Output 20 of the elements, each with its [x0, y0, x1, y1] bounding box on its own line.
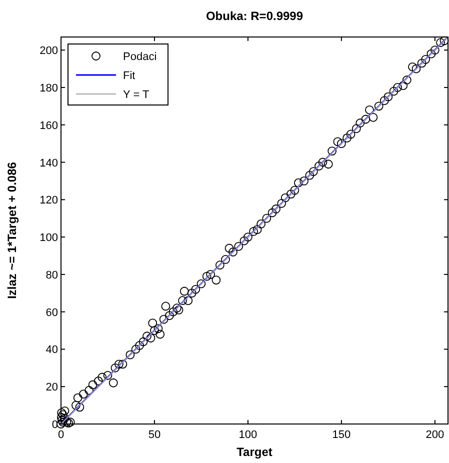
x-tick-label: 100	[238, 429, 258, 441]
x-axis-title: Target	[236, 445, 272, 459]
y-tick-label: 60	[46, 306, 58, 319]
y-tick-label: 120	[40, 194, 58, 207]
legend-label: Fit	[123, 70, 136, 82]
legend-label: Podaci	[123, 51, 157, 63]
y-tick-label: 180	[40, 82, 58, 94]
y-tick-label: 20	[46, 382, 58, 394]
y-tick-label: 40	[46, 344, 58, 356]
x-tick-label: 50	[148, 429, 161, 441]
y-tick-label: 200	[40, 45, 58, 58]
y-tick-label: 100	[40, 232, 58, 244]
x-tick-label: 200	[426, 429, 444, 441]
y-tick-label: 140	[40, 157, 58, 170]
legend-label: Y = T	[123, 89, 150, 101]
chart-title: Obuka: R=0.9999	[206, 9, 304, 23]
y-tick-label: 80	[46, 269, 58, 282]
y-tick-label: 160	[40, 120, 58, 132]
x-tick-label: 150	[332, 429, 351, 441]
y-axis-title: Izlaz ~= 1*Target + 0.086	[5, 162, 19, 299]
